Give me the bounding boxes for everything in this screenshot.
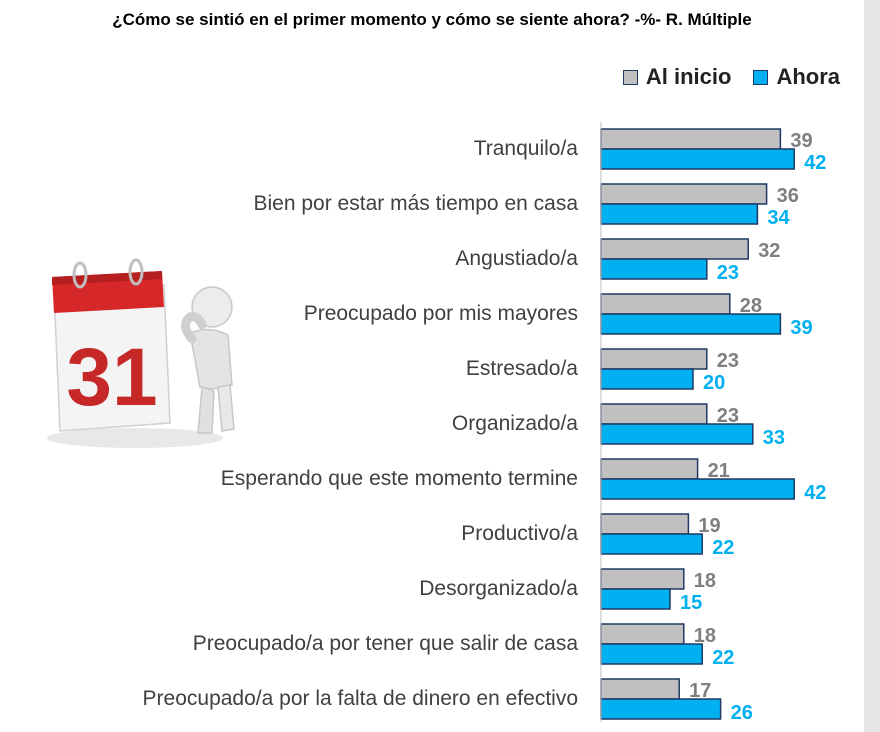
legend-item-ahora: Ahora (753, 64, 840, 90)
legend-label-al-inicio: Al inicio (645, 64, 732, 89)
value-label-al-inicio: 23 (717, 405, 739, 427)
value-label-ahora: 34 (767, 207, 790, 229)
value-label-ahora: 22 (712, 647, 734, 669)
bar-al-inicio (600, 293, 731, 315)
bar-ahora (600, 203, 759, 225)
category-label: Angustiado/a (455, 247, 578, 270)
thinking-person-icon (181, 286, 235, 434)
bar-ahora (600, 588, 671, 610)
bar-al-inicio (600, 403, 708, 425)
value-label-al-inicio: 39 (790, 130, 812, 152)
value-label-ahora: 15 (680, 592, 702, 614)
bar-al-inicio (600, 183, 768, 205)
category-label: Productivo/a (461, 522, 578, 545)
value-label-ahora: 23 (717, 262, 739, 284)
calendar-icon: 31 (52, 258, 171, 432)
legend: Al inicio Ahora (622, 64, 840, 90)
calendar-number: 31 (66, 332, 157, 423)
value-label-al-inicio: 36 (777, 185, 799, 207)
legend-swatch-al-inicio (622, 69, 638, 85)
bar-al-inicio (600, 128, 782, 150)
bar-al-inicio (600, 568, 685, 590)
category-label: Bien por estar más tiempo en casa (254, 192, 579, 215)
category-label: Tranquilo/a (474, 137, 579, 160)
bar-ahora (600, 533, 703, 555)
bar-ahora (600, 313, 782, 335)
bar-ahora (600, 148, 795, 170)
value-label-al-inicio: 19 (698, 515, 720, 537)
bar-ahora (600, 258, 708, 280)
value-label-al-inicio: 21 (708, 460, 730, 482)
category-label: Estresado/a (466, 357, 578, 380)
bar-ahora (600, 478, 795, 500)
value-label-al-inicio: 28 (740, 295, 762, 317)
legend-swatch-ahora (753, 69, 769, 85)
chart-title: ¿Cómo se sintió en el primer momento y c… (112, 10, 752, 29)
value-label-al-inicio: 18 (694, 570, 716, 592)
bar-al-inicio (600, 348, 708, 370)
calendar-thinking-person-icon: 31 (40, 255, 250, 455)
category-label: Preocupado por mis mayores (304, 302, 578, 325)
value-label-ahora: 26 (731, 702, 753, 724)
value-label-ahora: 20 (703, 372, 725, 394)
legend-item-al-inicio: Al inicio (622, 64, 732, 90)
category-label: Organizado/a (452, 412, 578, 435)
value-label-ahora: 39 (790, 317, 812, 339)
category-label: Desorganizado/a (419, 577, 578, 600)
bar-al-inicio (600, 513, 690, 535)
side-strip (864, 0, 880, 732)
bar-ahora (600, 423, 754, 445)
bar-al-inicio (600, 623, 685, 645)
bar-ahora (600, 643, 703, 665)
value-label-ahora: 42 (804, 482, 826, 504)
category-label: Preocupado/a por tener que salir de casa (193, 632, 579, 655)
value-label-al-inicio: 17 (689, 680, 711, 702)
bar-al-inicio (600, 238, 749, 260)
bar-al-inicio (600, 678, 680, 700)
category-label: Preocupado/a por la falta de dinero en e… (143, 687, 578, 710)
value-label-ahora: 33 (763, 427, 785, 449)
value-label-al-inicio: 18 (694, 625, 716, 647)
value-label-ahora: 22 (712, 537, 734, 559)
category-label: Esperando que este momento termine (221, 467, 578, 490)
bar-al-inicio (600, 458, 699, 480)
value-label-al-inicio: 32 (758, 240, 780, 262)
value-label-ahora: 42 (804, 152, 826, 174)
legend-label-ahora: Ahora (776, 64, 840, 89)
bar-ahora (600, 368, 694, 390)
bar-ahora (600, 698, 722, 720)
value-label-al-inicio: 23 (717, 350, 739, 372)
